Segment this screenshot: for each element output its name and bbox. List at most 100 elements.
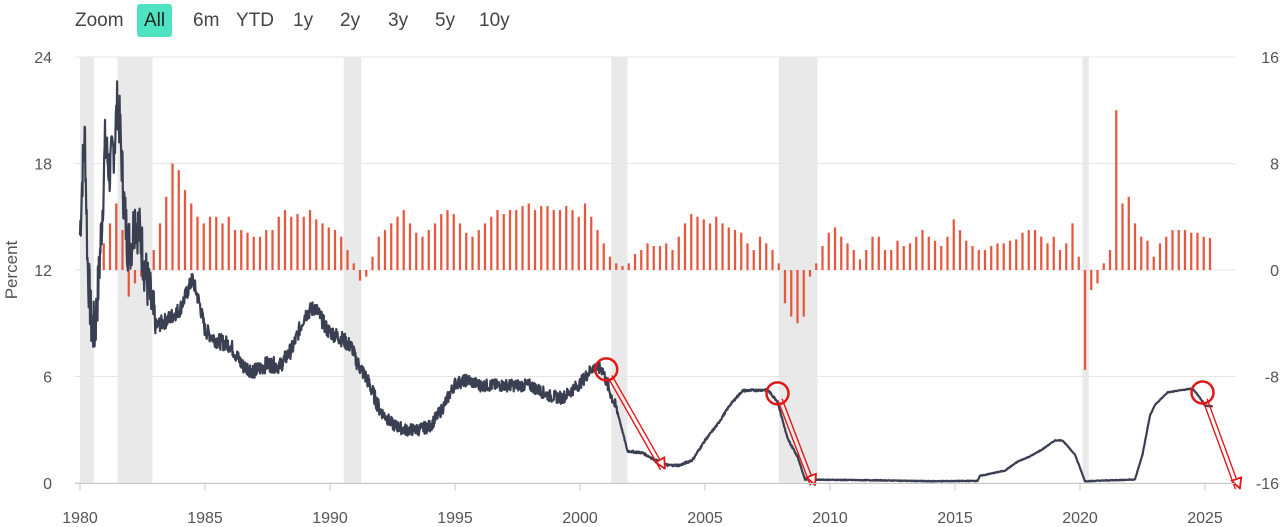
change-bar: [540, 206, 543, 270]
change-bar: [977, 250, 980, 270]
change-bar: [371, 256, 374, 270]
change-bar: [1008, 240, 1012, 270]
change-bar: [983, 250, 987, 270]
change-bar: [815, 263, 818, 270]
change-bar: [1165, 236, 1168, 270]
change-bar: [783, 270, 787, 304]
change-bar: [421, 236, 424, 270]
change-bar: [883, 250, 887, 270]
change-bar: [1133, 223, 1137, 270]
change-bar: [633, 254, 637, 270]
change-bar: [427, 230, 430, 270]
change-bar: [258, 236, 262, 270]
change-bar: [577, 216, 580, 270]
change-bar: [208, 216, 212, 270]
change-bar: [171, 163, 174, 270]
change-bar: [383, 230, 387, 270]
change-bar: [721, 223, 724, 270]
change-bar: [908, 243, 912, 270]
change-bar: [508, 210, 512, 270]
change-bar: [1158, 243, 1162, 270]
change-bar: [946, 236, 949, 270]
change-bar: [896, 240, 899, 270]
change-bar: [1152, 256, 1155, 270]
change-bar: [590, 216, 593, 270]
change-bar: [483, 223, 487, 270]
change-bar: [646, 243, 649, 270]
zoom-ytd-button[interactable]: YTD: [236, 10, 274, 31]
change-bar: [321, 223, 324, 270]
change-bar: [840, 236, 843, 270]
change-bar: [602, 243, 605, 270]
change-bar: [1052, 236, 1055, 270]
change-bar: [458, 223, 462, 270]
change-bar: [165, 196, 168, 270]
annotations: [594, 357, 1239, 489]
y-right-tick-label: 8: [1270, 157, 1279, 174]
change-bar: [202, 223, 205, 270]
change-bar: [390, 223, 393, 270]
change-bar: [621, 266, 624, 270]
change-bar: [933, 240, 937, 270]
change-bar: [708, 223, 712, 270]
x-tick-label: 1990: [312, 510, 348, 527]
change-bar: [277, 216, 280, 270]
change-bar: [296, 214, 299, 270]
change-bar: [1096, 270, 1099, 284]
change-bar: [333, 230, 337, 270]
change-bar: [1040, 236, 1043, 270]
zoom-5y-button[interactable]: 5y: [435, 10, 456, 31]
change-bar: [496, 210, 499, 270]
change-bar: [358, 270, 362, 281]
trend-arrow-shaft: [607, 377, 662, 471]
change-bar: [408, 223, 412, 270]
change-bar: [346, 250, 349, 270]
change-bar: [290, 216, 293, 270]
change-bar: [1077, 256, 1080, 270]
change-bar: [846, 243, 849, 270]
zoom-all-button[interactable]: All: [137, 4, 173, 37]
change-bar: [952, 219, 955, 270]
change-bar: [583, 203, 587, 270]
change-bar: [527, 203, 530, 270]
change-bar: [521, 206, 524, 270]
change-bar: [802, 270, 805, 317]
change-bar: [790, 270, 793, 317]
zoom-1y-button[interactable]: 1y: [293, 10, 314, 31]
zoom-2y-button[interactable]: 2y: [340, 10, 361, 31]
change-bar: [671, 250, 674, 270]
change-bar: [227, 216, 230, 270]
change-bar: [315, 219, 318, 270]
change-bar: [1140, 236, 1143, 270]
change-bar: [221, 223, 224, 270]
change-bar: [958, 230, 962, 270]
change-bar: [327, 227, 330, 270]
trend-arrow: [781, 398, 815, 484]
change-bars: [102, 110, 1212, 370]
change-bar: [615, 263, 618, 270]
change-bar: [821, 246, 824, 270]
change-bar: [127, 270, 130, 297]
change-bar: [796, 270, 799, 324]
change-bar: [965, 240, 968, 270]
zoom-6m-button[interactable]: 6m: [193, 10, 220, 31]
zoom-10y-button[interactable]: 10y: [479, 10, 510, 31]
change-bar: [890, 250, 893, 270]
change-bar: [215, 216, 218, 270]
change-bar: [808, 270, 812, 277]
change-bar: [871, 236, 874, 270]
change-bar: [608, 256, 612, 270]
change-bar: [1065, 243, 1068, 270]
change-bar: [627, 263, 630, 270]
change-bar: [971, 246, 974, 270]
change-bar: [433, 223, 437, 270]
change-bar: [852, 250, 855, 270]
change-bar: [771, 250, 774, 270]
zoom-3y-button[interactable]: 3y: [388, 10, 409, 31]
change-bar: [533, 210, 537, 270]
change-bar: [133, 270, 137, 284]
rate-line: [78, 80, 1214, 483]
change-bar: [1021, 232, 1024, 270]
change-bar: [1127, 196, 1130, 270]
change-bar: [446, 210, 449, 270]
